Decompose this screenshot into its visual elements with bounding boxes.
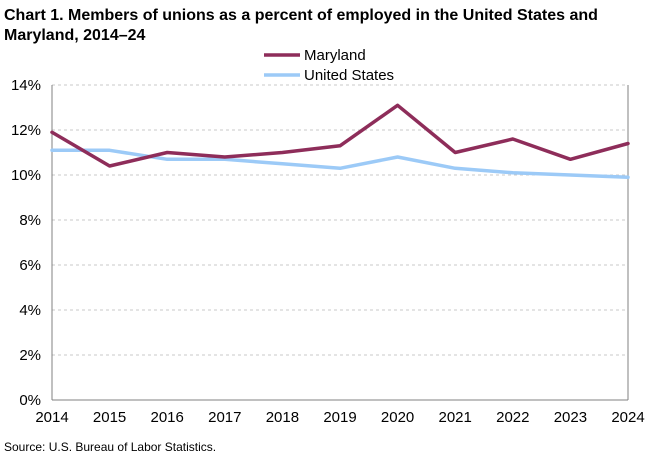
x-tick-label: 2021 — [439, 409, 472, 426]
series-lines — [50, 103, 630, 180]
x-tick-label: 2023 — [554, 409, 587, 426]
y-tick-label: 6% — [19, 257, 41, 274]
y-tick-label: 14% — [11, 77, 41, 94]
x-tick-label: 2024 — [611, 409, 644, 426]
y-tick-label: 4% — [19, 302, 41, 319]
legend-label: Maryland — [304, 47, 366, 64]
x-tick-label: 2018 — [266, 409, 299, 426]
y-tick-label: 12% — [11, 122, 41, 139]
axes — [51, 85, 629, 401]
y-tick-label: 2% — [19, 347, 41, 364]
source-note: Source: U.S. Bureau of Labor Statistics. — [4, 440, 217, 454]
x-tick-label: 2016 — [151, 409, 184, 426]
chart-title: Chart 1. Members of unions as a percent … — [4, 7, 598, 44]
x-tick-label: 2017 — [208, 409, 241, 426]
series-line-maryland — [50, 103, 630, 168]
x-tick-label: 2020 — [381, 409, 414, 426]
x-tick-labels: 2014 2015 2016 2017 2018 2019 2020 2021 2022 2023… — [35, 409, 644, 426]
x-tick-label: 2019 — [323, 409, 356, 426]
y-tick-label: 8% — [19, 212, 41, 229]
x-tick-label: 2015 — [93, 409, 126, 426]
legend-label: United States — [304, 67, 394, 84]
y-tick-label: 10% — [11, 167, 41, 184]
y-tick-label: 0% — [19, 392, 41, 409]
gridlines — [52, 84, 628, 356]
y-tick-labels: 0% 2% 4% 6% 8% 10% 12% 14% — [11, 77, 41, 409]
x-tick-label: 2014 — [35, 409, 68, 426]
series-line-united-states — [50, 148, 630, 180]
legend: Maryland United States — [264, 47, 394, 84]
x-tick-label: 2022 — [496, 409, 529, 426]
